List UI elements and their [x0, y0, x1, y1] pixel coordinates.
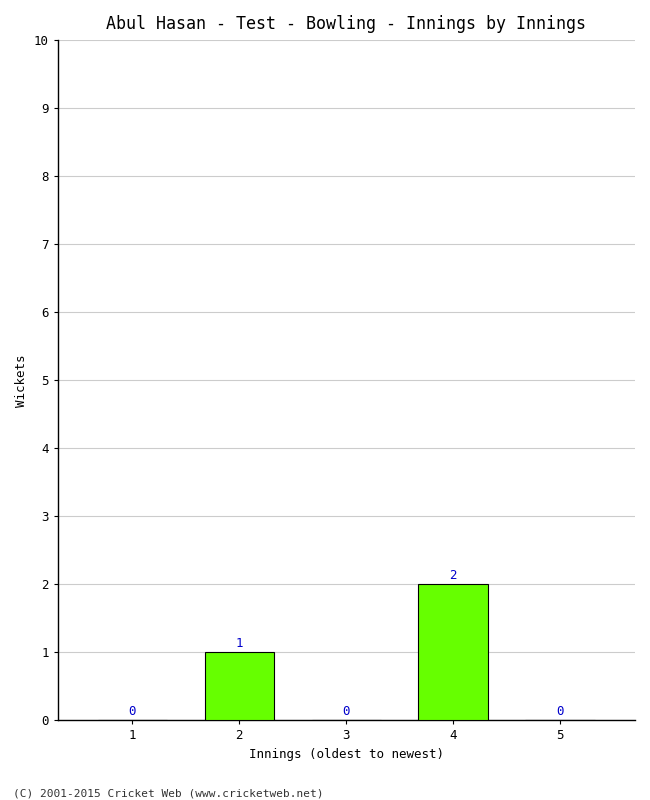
Y-axis label: Wickets: Wickets: [15, 354, 28, 406]
Text: (C) 2001-2015 Cricket Web (www.cricketweb.net): (C) 2001-2015 Cricket Web (www.cricketwe…: [13, 788, 324, 798]
Text: 1: 1: [235, 637, 243, 650]
Title: Abul Hasan - Test - Bowling - Innings by Innings: Abul Hasan - Test - Bowling - Innings by…: [107, 15, 586, 33]
Text: 0: 0: [556, 705, 564, 718]
Bar: [419, 584, 488, 721]
X-axis label: Innings (oldest to newest): Innings (oldest to newest): [249, 748, 444, 761]
Text: 0: 0: [343, 705, 350, 718]
Bar: [205, 652, 274, 721]
Text: 2: 2: [449, 569, 457, 582]
Text: 0: 0: [129, 705, 136, 718]
